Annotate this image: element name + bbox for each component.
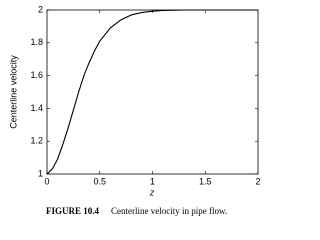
caption-text: Centerline velocity in pipe flow. — [111, 206, 227, 216]
x-tick-label: 2 — [255, 176, 260, 186]
line-series — [46, 9, 258, 175]
y-tick-label: 2 — [38, 4, 43, 14]
x-tick-label: 1 — [150, 176, 155, 186]
y-tick-label: 1.8 — [30, 37, 43, 47]
y-tick-label: 1 — [38, 168, 43, 178]
y-tick-label: 1.4 — [30, 103, 43, 113]
y-tick-label: 1.2 — [30, 136, 43, 146]
y-axis-label: Centerline velocity — [8, 55, 18, 129]
chart: Centerline velocity z FIGURE 10.4 Center… — [8, 4, 260, 216]
y-tick-label: 1.6 — [30, 70, 43, 80]
x-tick-label: 0.5 — [93, 176, 106, 186]
x-tick-label: 0 — [44, 176, 49, 186]
caption-label: FIGURE 10.4 — [46, 206, 100, 216]
x-axis-label: z — [149, 187, 155, 197]
x-tick-label: 1.5 — [199, 176, 212, 186]
